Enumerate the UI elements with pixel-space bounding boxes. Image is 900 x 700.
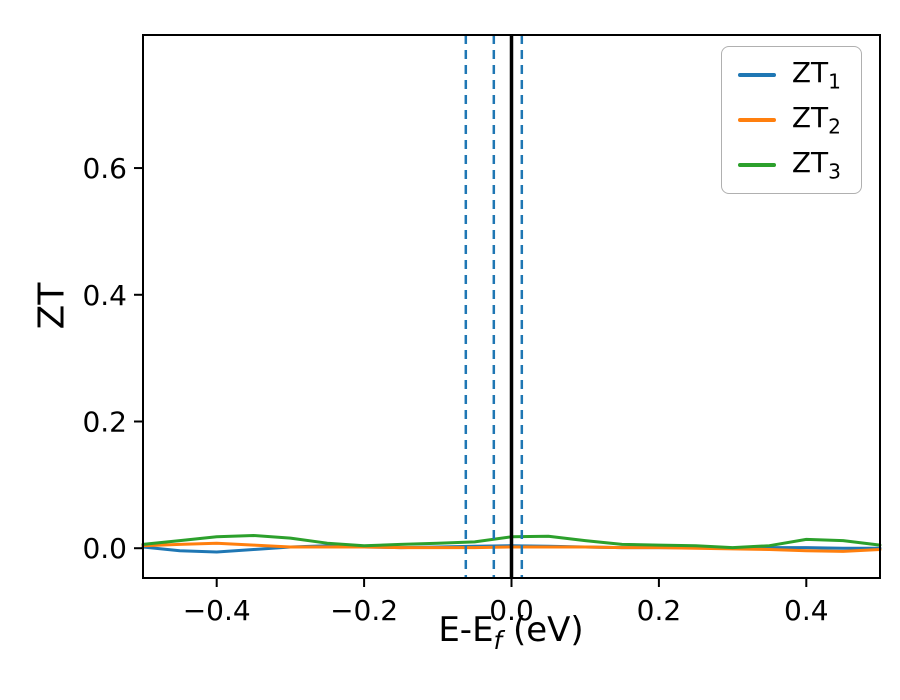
x-axis-label-subscript: f — [493, 625, 503, 655]
y-axis-label: ZT — [31, 282, 73, 330]
x-tick-label: −0.2 — [330, 594, 398, 627]
legend-entry-zt1: ZT1 — [737, 56, 841, 94]
legend-label: ZT3 — [791, 145, 841, 184]
y-tick-label: 0.4 — [82, 279, 127, 312]
legend-entry-zt2: ZT2 — [737, 100, 841, 139]
x-tick-label: 0.0 — [489, 594, 534, 627]
x-axis-label-main: E-E — [438, 610, 494, 650]
legend-entry-zt3: ZT3 — [737, 145, 841, 184]
legend-line-sample — [737, 73, 776, 78]
x-tick-label: 0.4 — [784, 594, 829, 627]
legend-label: ZT2 — [791, 100, 841, 139]
x-tick-label: 0.2 — [637, 594, 682, 627]
y-tick-label: 0.6 — [82, 152, 127, 185]
x-tick-label: −0.4 — [183, 594, 251, 627]
legend-line-sample — [737, 118, 776, 123]
legend: ZT1 ZT2 ZT3 — [720, 46, 862, 195]
legend-line-sample — [737, 162, 776, 167]
x-axis-label: E-Ef (eV) — [438, 610, 583, 655]
x-axis-label-units: (eV) — [502, 610, 584, 650]
y-tick-label: 0.0 — [82, 532, 127, 565]
legend-label: ZT1 — [791, 56, 841, 94]
y-tick-label: 0.2 — [82, 405, 127, 438]
